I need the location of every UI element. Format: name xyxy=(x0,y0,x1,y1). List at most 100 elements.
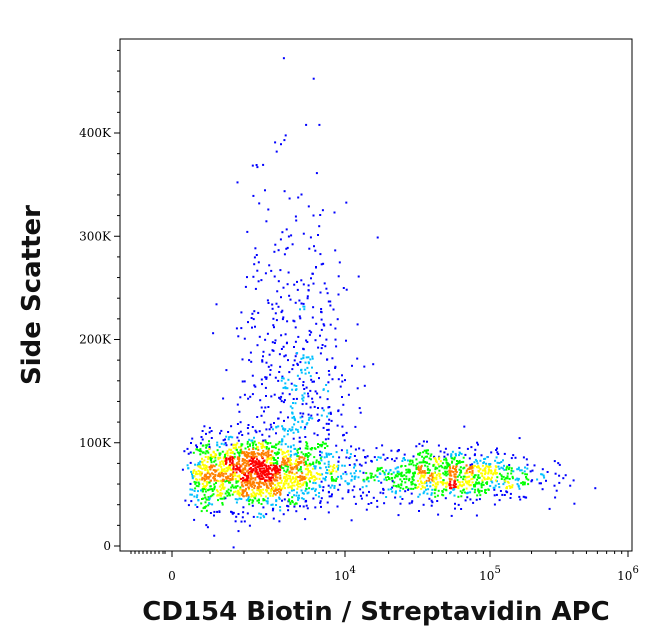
data-point xyxy=(304,518,307,521)
data-point xyxy=(319,443,321,446)
data-point xyxy=(292,467,295,470)
data-point xyxy=(406,471,409,474)
data-point xyxy=(297,196,300,199)
data-point xyxy=(332,308,335,311)
data-point xyxy=(305,476,308,479)
data-point xyxy=(231,484,234,487)
data-point xyxy=(328,418,331,421)
data-point xyxy=(381,470,384,473)
data-point xyxy=(208,426,211,429)
data-point xyxy=(288,393,291,396)
data-point xyxy=(261,481,264,484)
data-point xyxy=(321,444,324,447)
data-point xyxy=(293,466,296,469)
data-point xyxy=(508,464,511,466)
data-point xyxy=(267,451,270,454)
data-point xyxy=(285,479,288,482)
data-point xyxy=(320,459,323,462)
data-point xyxy=(285,482,288,485)
data-point xyxy=(208,431,211,434)
data-point xyxy=(282,401,285,404)
data-point xyxy=(271,482,274,485)
data-point xyxy=(445,458,448,461)
data-point xyxy=(305,484,308,487)
data-point xyxy=(444,470,447,473)
data-point xyxy=(220,465,223,468)
data-point xyxy=(356,357,359,360)
data-point xyxy=(240,498,243,500)
data-point xyxy=(247,496,250,499)
data-point xyxy=(250,475,253,478)
data-point xyxy=(190,442,192,444)
data-point xyxy=(457,462,460,465)
data-point xyxy=(313,432,316,435)
data-point xyxy=(379,491,382,494)
data-point xyxy=(187,452,190,455)
data-point xyxy=(267,406,270,408)
data-point xyxy=(417,453,419,456)
data-point xyxy=(383,502,386,505)
data-point xyxy=(449,467,452,470)
data-point xyxy=(252,442,255,445)
data-point xyxy=(511,475,514,478)
data-point xyxy=(358,463,361,466)
data-point xyxy=(482,483,485,486)
data-point xyxy=(263,421,266,424)
data-point xyxy=(252,194,255,197)
data-point xyxy=(235,471,238,474)
data-point xyxy=(318,484,321,487)
data-point xyxy=(222,439,225,442)
data-point xyxy=(209,495,212,498)
data-point xyxy=(423,490,426,493)
data-point xyxy=(407,468,410,471)
data-point xyxy=(298,456,301,459)
data-point xyxy=(275,426,278,429)
data-point xyxy=(502,483,505,486)
data-point xyxy=(240,481,243,484)
data-point xyxy=(276,492,279,494)
data-point xyxy=(324,477,327,480)
data-point xyxy=(333,485,336,487)
data-point xyxy=(292,476,294,479)
data-point xyxy=(205,485,207,488)
data-point xyxy=(370,475,373,477)
data-point xyxy=(326,292,329,295)
data-point xyxy=(298,497,301,500)
data-point xyxy=(415,464,417,467)
data-point xyxy=(346,449,349,452)
data-point xyxy=(262,476,265,479)
data-point xyxy=(285,465,288,468)
data-point xyxy=(239,430,242,433)
data-point xyxy=(461,485,463,488)
data-point xyxy=(474,488,477,491)
data-point xyxy=(314,447,317,450)
data-point xyxy=(294,477,297,480)
data-point xyxy=(308,416,311,419)
data-point xyxy=(518,487,521,490)
data-point xyxy=(283,461,285,464)
data-point xyxy=(260,447,263,449)
data-point xyxy=(205,524,208,527)
data-point xyxy=(229,479,232,481)
data-point xyxy=(270,503,273,506)
data-point xyxy=(271,445,273,448)
data-point xyxy=(261,360,264,363)
data-point xyxy=(450,478,453,481)
data-point xyxy=(201,444,204,447)
data-point xyxy=(239,421,242,424)
data-point xyxy=(461,491,464,494)
data-point xyxy=(244,466,247,469)
data-point xyxy=(367,480,370,483)
data-point xyxy=(271,307,274,310)
data-point xyxy=(255,467,258,470)
data-point xyxy=(250,473,253,475)
data-point xyxy=(214,475,217,478)
data-point xyxy=(404,481,407,484)
data-point xyxy=(289,466,292,469)
data-point xyxy=(238,494,241,497)
data-point xyxy=(500,466,503,469)
data-point xyxy=(396,475,399,478)
data-point xyxy=(230,463,233,466)
data-point xyxy=(276,290,279,293)
data-point xyxy=(263,446,266,449)
